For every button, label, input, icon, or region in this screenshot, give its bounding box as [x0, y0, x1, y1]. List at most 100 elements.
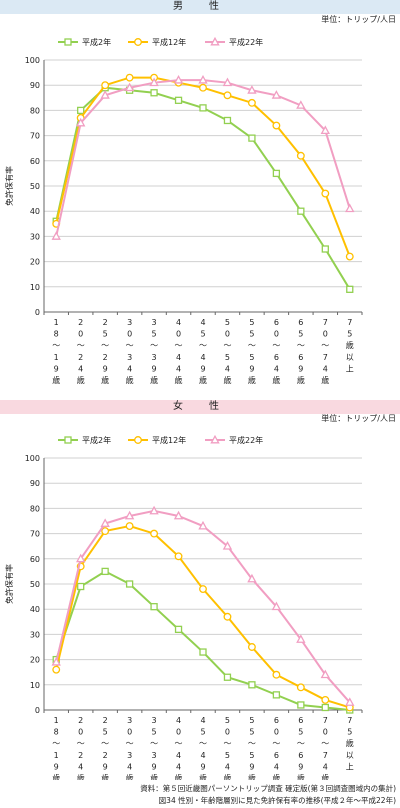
male-y-tick-label: 50 [30, 182, 40, 191]
male-legend-marker [210, 36, 220, 46]
male-data-point [100, 90, 110, 99]
male-y-tick-label: 30 [30, 232, 40, 241]
female-y-tick-label: 60 [30, 555, 40, 564]
female-data-point [101, 567, 109, 576]
female-data-point [320, 669, 331, 679]
female-data-point [297, 701, 305, 709]
female-x-tick-label: 4 0 〜 4 4 歳 [175, 716, 183, 780]
male-legend-marker [64, 38, 72, 46]
female-data-point [296, 683, 305, 692]
male-data-point [223, 116, 232, 125]
female-chart: 平成2年 平成12年 平成22年 0 10 20 30 40 50 60 70 80 90 100 免許保有… [4, 434, 363, 780]
male-data-point [272, 121, 281, 130]
male-y-tick-label: 80 [30, 106, 40, 115]
male-x-tick-label: 4 5 〜 4 9 歳 [199, 318, 207, 385]
male-data-point [77, 106, 85, 115]
male-data-point [271, 90, 282, 99]
male-data-point [101, 81, 110, 90]
male-x-tick-label: 4 0 〜 4 4 歳 [175, 318, 183, 385]
male-y-axis-label: 免許保有率 [4, 166, 14, 206]
male-series-line [55, 79, 351, 237]
male-data-point [296, 151, 305, 160]
male-y-tick-label: 70 [30, 132, 40, 141]
female-x-tick-label: 3 5 〜 3 9 歳 [150, 716, 158, 780]
female-data-point [272, 670, 281, 679]
female-data-point [248, 681, 256, 689]
female-legend-marker [64, 436, 72, 444]
male-x-tick-label: 3 0 〜 3 4 歳 [126, 318, 134, 385]
female-series [52, 522, 354, 712]
female-data-point [321, 703, 329, 712]
male-y-tick-label: 0 [35, 308, 40, 317]
figure-caption: 図34 性別・年齢階層別に見た免許保有率の推移(平成２年〜平成22年) [158, 796, 396, 805]
female-y-tick-label: 80 [30, 504, 40, 513]
female-data-point [199, 648, 207, 656]
female-x-tick-label: 4 5 〜 4 9 歳 [199, 716, 207, 780]
female-y-tick-label: 100 [25, 454, 40, 463]
male-data-point [199, 83, 207, 92]
female-data-point [223, 612, 232, 621]
female-x-tick-label: 7 5 歳以上 [346, 716, 354, 771]
female-data-point [272, 691, 281, 699]
male-data-point [321, 245, 329, 253]
female-series [52, 567, 354, 714]
female-series [51, 505, 355, 706]
male-data-point [75, 117, 86, 127]
female-data-point [247, 573, 257, 583]
female-y-tick-label: 0 [35, 706, 40, 715]
male-data-point [247, 85, 257, 94]
female-data-point [174, 552, 183, 561]
female-header: 女 性 [0, 400, 400, 414]
male-data-point [223, 91, 232, 100]
male-data-point [248, 134, 256, 142]
male-data-point [345, 203, 355, 213]
female-data-point [222, 541, 233, 550]
female-x-tick-label: 2 0 〜 2 4 歳 [77, 716, 85, 780]
male-legend-label: 平成12年 [152, 37, 186, 47]
female-x-tick-label: 6 0 〜 6 4 歳 [272, 716, 280, 780]
male-series [51, 75, 355, 240]
female-data-point [101, 527, 110, 536]
female-data-point [149, 505, 159, 515]
male-x-tick-label: 2 0 〜 2 4 歳 [77, 318, 85, 385]
male-data-point [296, 100, 306, 109]
female-x-tick-label: 5 0 〜 5 4 歳 [223, 716, 231, 780]
male-data-point [321, 189, 330, 198]
female-data-point [247, 643, 256, 651]
male-y-tick-label: 60 [30, 157, 40, 166]
female-x-tick-label: 7 0 〜 7 4 歳 [321, 716, 329, 780]
female-x-tick-label: 3 0 〜 3 4 歳 [126, 716, 134, 780]
source-note: 資料：第５回近畿圏パーソントリップ調査 確定版(第３回調査圏域内の集計) [140, 784, 396, 793]
female-unit-label: 単位：トリップ/人日 [321, 414, 396, 423]
female-y-tick-label: 30 [30, 630, 40, 639]
female-y-tick-label: 40 [30, 605, 40, 614]
male-data-point [198, 75, 208, 84]
male-x-tick-label: 5 5 〜 5 9 歳 [248, 318, 256, 385]
female-y-tick-label: 70 [30, 530, 40, 539]
male-y-tick-label: 10 [30, 283, 40, 292]
female-data-point [125, 522, 134, 530]
male-data-point [345, 252, 354, 261]
female-x-tick-label: 5 5 〜 5 9 歳 [248, 716, 256, 780]
female-data-point [124, 510, 135, 520]
male-legend-label: 平成22年 [229, 37, 263, 47]
female-data-point [52, 665, 61, 674]
male-y-tick-label: 40 [30, 207, 40, 216]
male-x-tick-label: 7 5 歳以上 [346, 318, 354, 373]
male-data-point [51, 231, 61, 240]
female-legend-label: 平成12年 [152, 435, 186, 445]
male-series-line [55, 86, 351, 290]
female-data-point [345, 697, 355, 706]
male-data-point [199, 104, 207, 112]
female-data-point [173, 510, 184, 520]
female-data-point [271, 601, 282, 611]
female-data-point [100, 518, 110, 527]
female-data-point [174, 625, 183, 634]
male-legend: 平成2年 平成12年 平成22年 [58, 36, 263, 47]
male-y-tick-label: 100 [25, 56, 40, 65]
male-y-tick-label: 90 [30, 81, 40, 90]
male-y-tick-label: 20 [30, 258, 40, 267]
female-data-point [150, 603, 158, 611]
male-x-tick-label: 5 0 〜 5 4 歳 [223, 318, 231, 385]
